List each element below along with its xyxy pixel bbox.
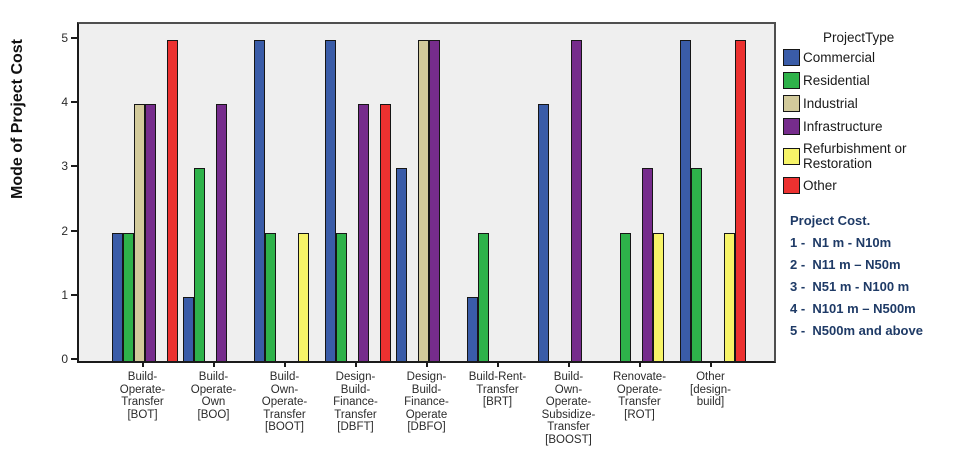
bar	[428, 40, 440, 361]
legend-title: ProjectType	[823, 30, 895, 45]
legend-item: Commercial	[783, 49, 963, 66]
bar	[166, 40, 178, 361]
bar	[193, 168, 205, 361]
bar	[417, 40, 429, 361]
x-tick-label: Renovate- Operate- Transfer [ROT]	[612, 371, 667, 421]
bar	[215, 104, 227, 361]
note-line: 4 - N101 m – N500m	[790, 301, 916, 316]
bar	[619, 232, 631, 361]
x-tick-mark	[638, 361, 641, 367]
legend-swatch	[783, 49, 800, 66]
bar	[379, 104, 391, 361]
x-tick-label: Build- Operate- Transfer [BOT]	[119, 371, 166, 421]
x-tick-label: Build- Own- Operate- Subsidize- Transfer…	[541, 371, 596, 446]
bar	[133, 104, 145, 361]
legend-label: Refurbishment or Restoration	[803, 141, 907, 171]
x-tick-label: Other [design- build]	[690, 371, 731, 408]
legend-item: Industrial	[783, 95, 963, 112]
legend-items: Commercial Residential Industrial Infrastru…	[783, 49, 963, 194]
note-lines: 1 - N1 m - N10m 2 - N11 m – N50m 3 - N51 m…	[790, 232, 965, 342]
bar	[652, 232, 664, 361]
y-tick-mark	[71, 37, 77, 39]
bar	[111, 232, 123, 361]
y-tick-label: 0	[61, 352, 68, 366]
legend-swatch	[783, 177, 800, 194]
bar	[690, 168, 702, 361]
y-tick-mark	[71, 358, 77, 360]
x-tick-mark	[425, 361, 428, 367]
plot-area	[77, 22, 776, 363]
y-tick-mark	[71, 101, 77, 104]
legend-label: Commercial	[803, 50, 876, 65]
note-line: 3 - N51 m - N100 m	[790, 279, 910, 294]
x-tick-label: Build-Rent- Transfer [BRT]	[468, 371, 527, 408]
x-tick-mark	[212, 361, 215, 367]
bar	[144, 104, 156, 361]
y-tick-label: 1	[61, 287, 68, 302]
bar	[723, 232, 735, 361]
legend-label: Residential	[803, 73, 870, 88]
legend-label: Other	[803, 178, 837, 193]
note-line: 1 - N1 m - N10m	[790, 235, 892, 250]
legend-swatch	[783, 95, 800, 112]
y-tick-mark	[71, 293, 77, 296]
bar	[264, 232, 276, 361]
legend-label: Infrastructure	[803, 119, 883, 134]
bar	[734, 40, 746, 361]
x-tick-mark	[567, 361, 570, 367]
bar	[297, 232, 309, 361]
bar	[335, 232, 347, 361]
x-tick-mark	[496, 361, 499, 367]
bar	[182, 296, 194, 361]
legend-label: Industrial	[803, 96, 858, 111]
bar	[477, 232, 489, 361]
bar	[570, 40, 582, 361]
legend-swatch	[783, 72, 800, 89]
note-title: Project Cost.	[790, 213, 871, 228]
bar	[324, 40, 336, 361]
x-tick-mark	[354, 361, 357, 367]
bar	[357, 104, 369, 361]
bar	[641, 168, 653, 361]
y-tick-label: 5	[61, 31, 68, 45]
legend-item: Residential	[783, 72, 963, 89]
x-tick-label: Build- Own- Operate- Transfer [BOOT]	[261, 371, 308, 433]
legend-item: Refurbishment or Restoration	[783, 141, 963, 171]
legend-swatch	[783, 147, 800, 165]
x-tick-mark	[141, 361, 144, 367]
x-tick-label: Build- Operate- Own [BOO]	[190, 371, 237, 421]
bar	[466, 296, 478, 361]
x-tick-label: Design- Build- Finance- Operate [DBFO]	[404, 371, 449, 433]
bar	[253, 40, 265, 361]
bar	[679, 40, 691, 361]
y-tick-mark	[71, 229, 77, 232]
y-axis-title: Mode of Project Cost	[9, 38, 26, 199]
x-tick-mark	[283, 361, 286, 367]
y-tick-mark	[71, 165, 77, 168]
legend-item: Infrastructure	[783, 118, 963, 135]
note-line: 5 - N500m and above	[790, 323, 923, 338]
y-tick-label: 4	[61, 95, 68, 110]
legend-swatch	[783, 118, 800, 135]
x-tick-label: Design- Build- Finance- Transfer [DBFT]	[333, 371, 378, 433]
project-cost-note: Project Cost. 1 - N1 m - N10m 2 - N11 m –…	[790, 210, 965, 342]
x-tick-mark	[709, 361, 712, 367]
y-tick-label: 3	[61, 159, 68, 174]
legend-item: Other	[783, 177, 963, 194]
bar	[122, 232, 134, 361]
y-tick-label: 2	[61, 223, 68, 238]
note-line: 2 - N11 m – N50m	[790, 257, 901, 272]
bar	[395, 168, 407, 361]
bar	[537, 104, 549, 361]
legend: ProjectType Commercial Residential Industr…	[783, 30, 963, 200]
